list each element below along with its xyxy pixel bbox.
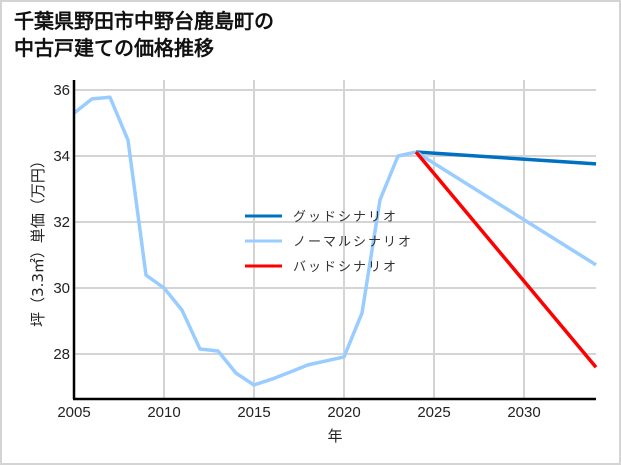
axes	[72, 80, 596, 401]
y-tick-label: 28	[53, 346, 70, 363]
x-tick-label: 2015	[237, 404, 270, 421]
x-tick-label: 2025	[417, 404, 450, 421]
y-tick-label: 32	[53, 214, 70, 231]
legend-label: ノーマルシナリオ	[293, 235, 413, 250]
gridlines	[73, 80, 596, 399]
data-series	[72, 95, 598, 387]
x-axis-label: 年	[327, 427, 342, 445]
legend-label: バッドシナリオ	[293, 260, 398, 275]
y-tick-label: 36	[53, 82, 70, 99]
x-tick-label: 2010	[147, 404, 180, 421]
series-line	[414, 150, 598, 369]
y-axis-label: 坪（3.3㎡）単価（万円）	[29, 153, 47, 327]
legend-label: グッドシナリオ	[293, 210, 398, 225]
tick-labels: 28 30 32 34 36 2005 2010 2015 2020 2025 2030	[53, 82, 540, 421]
series-line	[415, 150, 597, 166]
y-tick-label: 30	[53, 280, 70, 297]
series-line	[72, 95, 417, 387]
y-tick-label: 34	[53, 148, 70, 165]
x-tick-label: 2030	[507, 404, 540, 421]
series-line	[415, 150, 597, 267]
x-tick-label: 2020	[327, 404, 360, 421]
chart-title: 千葉県野田市中野台鹿島町の 中古戸建ての価格推移	[14, 9, 274, 60]
x-tick-label: 2005	[57, 404, 90, 421]
